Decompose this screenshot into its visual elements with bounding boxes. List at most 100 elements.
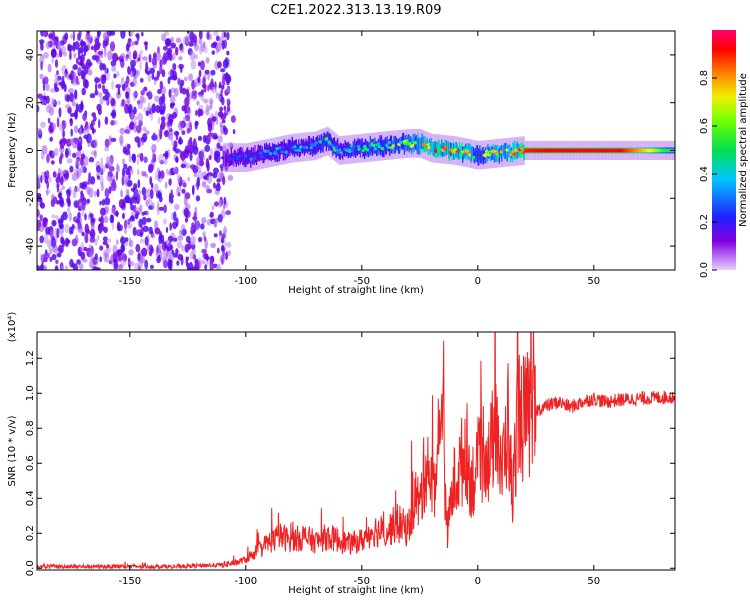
ridge-cell <box>506 145 508 161</box>
noise-speckle <box>80 53 85 63</box>
noise-speckle <box>107 238 112 243</box>
noise-speckle <box>47 103 53 112</box>
noise-speckle <box>201 259 205 265</box>
ridge-core <box>598 148 600 153</box>
noise-speckle <box>125 90 128 99</box>
noise-speckle <box>58 81 63 86</box>
noise-speckle <box>77 150 82 156</box>
noise-speckle <box>154 171 159 180</box>
noise-speckle <box>188 40 195 47</box>
noise-speckle <box>148 163 154 173</box>
noise-speckle <box>70 128 73 137</box>
ridge-core <box>580 148 582 153</box>
noise-speckle <box>65 148 69 159</box>
ridge-cell <box>475 145 478 162</box>
ridge-core <box>611 148 614 153</box>
noise-speckle <box>196 195 201 202</box>
snr-y-axis: 0.0 0.2 0.4 0.6 0.8 1.0 1.2 <box>25 350 675 576</box>
noise-speckle <box>175 37 182 44</box>
noise-speckle <box>93 115 97 122</box>
noise-speckle <box>207 122 213 133</box>
noise-speckle <box>71 238 78 247</box>
noise-speckle <box>84 233 89 244</box>
noise-speckle <box>67 43 72 52</box>
noise-speckle <box>49 230 55 240</box>
noise-speckle <box>37 219 41 227</box>
colorbar: 0.0 0.2 0.4 0.6 0.8 Normalized spectral ampl… <box>699 30 749 278</box>
ridge-core <box>590 148 593 153</box>
noise-speckle <box>175 156 179 164</box>
noise-speckle <box>156 70 160 78</box>
noise-speckle <box>157 192 162 199</box>
ridge-cell <box>419 137 421 153</box>
noise-speckle <box>151 201 155 210</box>
ridge-cell <box>289 139 291 156</box>
noise-speckle <box>75 75 79 85</box>
ridge-cell <box>506 145 509 162</box>
ridge-core <box>620 148 622 153</box>
x-tick-label: -100 <box>234 276 257 287</box>
noise-speckle <box>131 153 136 162</box>
ridge-core <box>612 148 614 153</box>
noise-speckle <box>54 59 59 68</box>
noise-speckle <box>172 146 177 152</box>
ridge-core <box>571 148 573 153</box>
noise-speckle <box>97 235 100 241</box>
ridge-core <box>564 148 567 153</box>
ridge-cell <box>317 140 319 153</box>
noise-speckle <box>170 198 174 204</box>
noise-speckle <box>183 196 188 206</box>
noise-speckle <box>117 224 123 232</box>
noise-speckle <box>222 59 229 69</box>
noise-speckle <box>141 171 147 177</box>
ridge-core <box>658 148 660 153</box>
ridge-core <box>577 148 580 153</box>
noise-speckle <box>213 182 216 189</box>
ridge-cell <box>475 147 477 159</box>
ridge-core <box>633 148 635 153</box>
noise-speckle <box>99 97 104 105</box>
ridge-core <box>525 148 527 153</box>
noise-speckle <box>37 178 41 188</box>
ridge-core <box>642 148 645 153</box>
noise-speckle <box>100 215 104 226</box>
noise-speckle <box>109 214 114 224</box>
noise-speckle <box>55 36 59 41</box>
ridge-core <box>634 148 636 153</box>
ridge-cell <box>457 145 459 160</box>
noise-speckle <box>130 214 135 221</box>
noise-speckle <box>67 198 71 208</box>
noise-speckle <box>154 227 161 235</box>
ridge-core <box>608 148 610 153</box>
ridge-core <box>648 148 650 153</box>
ridge-core <box>600 148 602 153</box>
noise-speckle <box>43 76 49 85</box>
noise-speckle <box>198 69 202 78</box>
noise-speckle <box>81 210 85 217</box>
y-tick-label: 0.0 <box>25 560 36 576</box>
noise-speckle <box>181 46 185 53</box>
noise-speckle <box>89 250 94 261</box>
y-tick-label: 0 <box>25 147 36 153</box>
ridge-cell <box>322 136 324 153</box>
noise-speckle <box>158 96 164 106</box>
noise-speckle <box>74 109 78 120</box>
noise-speckle <box>54 265 59 270</box>
noise-speckle <box>66 94 70 103</box>
ridge-core <box>622 148 624 153</box>
noise-speckle <box>96 175 100 180</box>
noise-speckle <box>128 249 134 256</box>
noise-speckle <box>157 201 160 212</box>
ridge-core <box>561 148 563 153</box>
noise-speckle <box>221 244 225 252</box>
ridge-cell <box>355 140 358 155</box>
noise-speckle <box>40 44 44 51</box>
ridge-core <box>587 148 589 153</box>
noise-speckle <box>189 151 193 162</box>
ridge-core <box>589 148 591 153</box>
ridge-core <box>615 148 617 153</box>
noise-speckle <box>171 249 175 255</box>
noise-speckle <box>159 63 163 75</box>
noise-speckle <box>141 187 147 196</box>
noise-speckle <box>109 164 113 174</box>
